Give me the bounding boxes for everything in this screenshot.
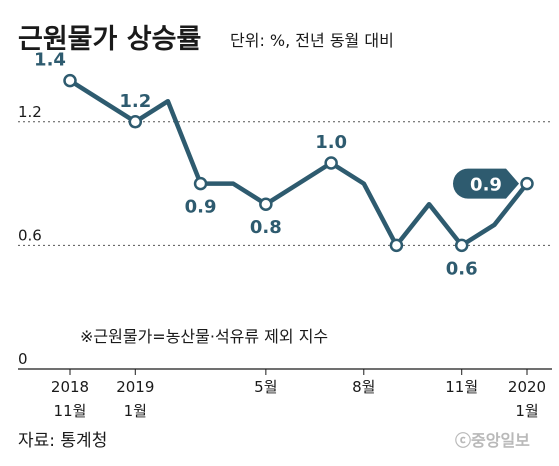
- x-tick-label: 2018: [51, 378, 89, 396]
- data-label: 0.9: [185, 197, 217, 218]
- x-tick-label: 8월: [352, 378, 375, 396]
- x-tick-label: 11월: [445, 378, 478, 396]
- series-line: [63, 73, 534, 253]
- unit-label: 단위: %, 전년 동월 대비: [230, 31, 394, 50]
- x-tick-label: 2019: [116, 378, 154, 396]
- y-axis: 0 0.6 1.2: [18, 103, 42, 368]
- data-labels: 1.4 1.2 0.9 0.8 1.0 0.6 0.9: [34, 50, 519, 279]
- data-point: [259, 197, 273, 211]
- credit-logo: ⓒ중앙일보: [455, 431, 530, 450]
- data-point: [389, 238, 404, 253]
- x-tick-label: 1월: [515, 402, 538, 420]
- data-label: 0.8: [250, 217, 282, 238]
- y-tick-label: 1.2: [18, 103, 42, 121]
- data-point: [324, 156, 338, 170]
- data-label: 0.6: [446, 258, 478, 279]
- x-tick-label: 5월: [254, 378, 277, 396]
- data-label: 0.9: [470, 175, 502, 196]
- x-tick-label: 2020: [508, 378, 546, 396]
- y-tick-label: 0.6: [18, 226, 42, 244]
- data-label: 1.4: [34, 50, 66, 71]
- series-line-path: [67, 78, 530, 248]
- definition-note: ※근원물가=농산물·석유류 제외 지수: [80, 327, 328, 346]
- source-label: 자료: 통계청: [18, 431, 107, 451]
- y-tick-label: 0: [18, 350, 28, 368]
- x-tick-label: 1월: [124, 402, 147, 420]
- data-point: [63, 73, 77, 88]
- x-tick-label: 11월: [54, 402, 87, 420]
- data-point: [128, 115, 143, 129]
- x-axis: 2018 11월 2019 1월 5월 8월 11월 2020 1월: [51, 369, 546, 420]
- data-point: [454, 238, 469, 253]
- data-label: 1.2: [119, 91, 151, 112]
- data-point: [520, 176, 534, 191]
- chart-title: 근원물가 상승률: [18, 24, 201, 55]
- data-label: 1.0: [315, 132, 347, 153]
- callout-bubble: [453, 168, 519, 199]
- data-point: [193, 176, 208, 191]
